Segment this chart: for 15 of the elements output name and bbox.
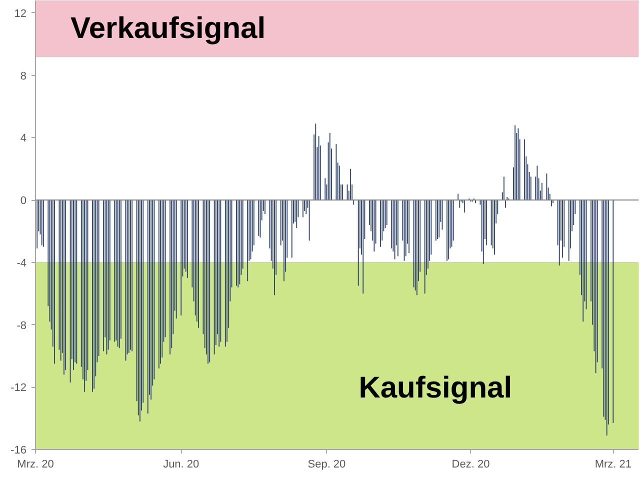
- y-tick-label: -16: [10, 444, 27, 456]
- y-tick-label: 0: [20, 195, 27, 208]
- x-tick-label: Jun. 20: [163, 458, 200, 470]
- x-tick-label: Sep. 20: [308, 458, 346, 470]
- band-label: Kaufsignal: [358, 371, 512, 404]
- y-tick-label: -8: [16, 320, 26, 332]
- y-tick-label: -12: [10, 382, 27, 394]
- y-tick-label: 12: [14, 8, 27, 20]
- band-label: Verkaufsignal: [70, 12, 266, 46]
- y-tick-label: 4: [20, 132, 27, 145]
- y-tick-label: 8: [20, 70, 27, 82]
- x-tick-label: Mrz. 21: [594, 458, 632, 470]
- x-tick-label: Dez. 20: [452, 458, 490, 470]
- y-tick-label: -4: [16, 257, 26, 270]
- x-tick-label: Mrz. 20: [17, 458, 54, 470]
